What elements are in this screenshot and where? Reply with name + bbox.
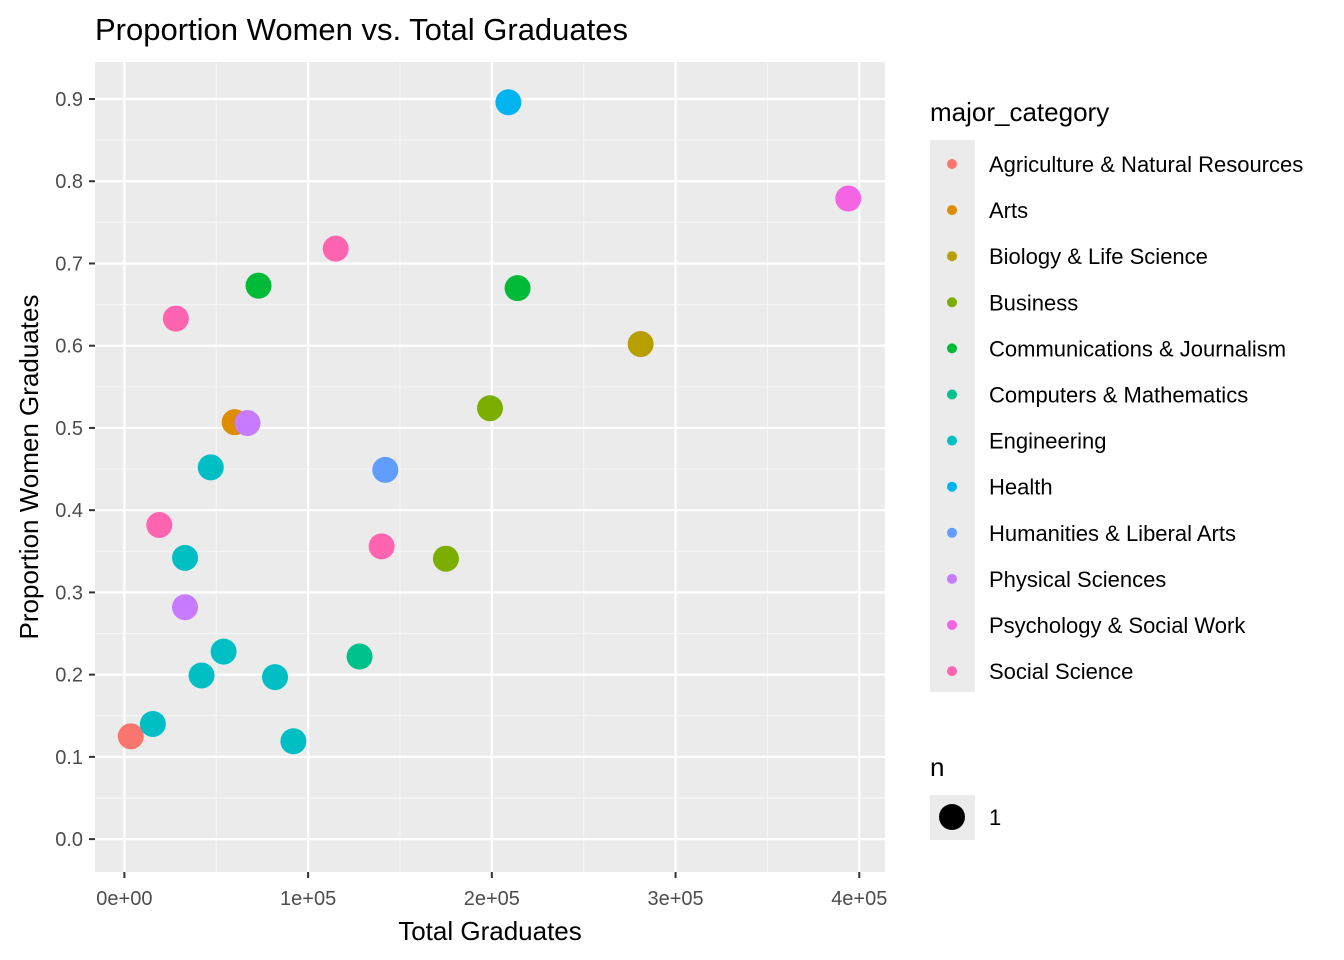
legend: major_category Agriculture & Natural Res… (930, 97, 1303, 840)
legend-size-title: n (930, 752, 944, 782)
points-layer (117, 89, 862, 755)
legend-key-marker (947, 251, 957, 262)
y-axis-title: Proportion Women Graduates (14, 295, 44, 640)
data-point (245, 272, 272, 299)
legend-entry-label: Social Science (989, 659, 1133, 684)
y-tick-label: 0.0 (55, 829, 83, 851)
data-point (146, 511, 173, 538)
y-tick-label: 0.8 (55, 171, 83, 193)
legend-size-label: 1 (989, 805, 1001, 830)
legend-key-marker (947, 343, 957, 354)
legend-entry-label: Agriculture & Natural Resources (989, 152, 1303, 177)
data-point (368, 533, 395, 560)
legend-color-title: major_category (930, 97, 1109, 127)
x-axis-title: Total Graduates (398, 916, 582, 946)
x-tick-label: 3e+05 (647, 888, 703, 910)
y-tick-label: 0.7 (55, 253, 83, 275)
data-point (234, 410, 261, 437)
plot-panel (95, 62, 885, 872)
grid-layer (95, 62, 885, 872)
data-point (162, 305, 189, 332)
legend-key-marker (947, 435, 957, 446)
legend-entry-label: Business (989, 290, 1078, 315)
data-point (627, 331, 654, 358)
x-tick-label: 0e+00 (96, 888, 152, 910)
legend-key-marker (947, 573, 957, 584)
legend-entry-label: Biology & Life Science (989, 244, 1208, 269)
data-point (372, 456, 399, 483)
legend-key-marker (947, 159, 957, 169)
axes-layer: 0e+00 1e+05 2e+05 3e+05 4e+05 0.0 0.1 0.2 0.3 0.4… (55, 89, 887, 910)
data-point (495, 89, 522, 116)
data-point (504, 275, 531, 302)
y-tick-label: 0.5 (55, 418, 83, 440)
x-tick-label: 2e+05 (464, 888, 520, 910)
y-tick-label: 0.9 (55, 89, 83, 111)
legend-key-marker (947, 389, 957, 400)
y-tick-label: 0.3 (55, 582, 83, 604)
chart-title: Proportion Women vs. Total Graduates (95, 12, 628, 47)
y-tick-label: 0.4 (55, 500, 83, 522)
data-point (477, 395, 503, 422)
legend-entry-label: Humanities & Liberal Arts (989, 521, 1236, 546)
legend-entry-label: Health (989, 475, 1053, 500)
legend-key-marker (947, 481, 957, 492)
legend-key-background (930, 140, 975, 692)
legend-key-marker (947, 620, 957, 630)
legend-entry-label: Physical Sciences (989, 567, 1166, 592)
legend-entry-label: Arts (989, 198, 1028, 223)
data-point (835, 185, 862, 212)
legend-entry-label: Psychology & Social Work (989, 613, 1246, 638)
x-tick-label: 4e+05 (831, 888, 887, 910)
legend-entry-label: Computers & Mathematics (989, 383, 1248, 408)
data-point (172, 544, 199, 571)
data-point (262, 664, 289, 691)
y-tick-label: 0.1 (55, 747, 83, 769)
legend-key-marker (947, 666, 957, 677)
data-point (172, 594, 199, 621)
data-point (322, 235, 349, 262)
legend-items: Agriculture & Natural Resources Arts Biolo… (947, 152, 1303, 684)
legend-entry-label: Engineering (989, 429, 1106, 454)
legend-entry-label: Communications & Journalism (989, 336, 1286, 361)
data-point (117, 723, 144, 750)
y-tick-label: 0.6 (55, 336, 83, 358)
data-point (432, 545, 459, 572)
y-tick-label: 0.2 (55, 665, 83, 687)
data-point (139, 710, 166, 737)
legend-key-marker (947, 297, 957, 308)
data-point (210, 638, 237, 665)
x-tick-label: 1e+05 (280, 888, 336, 910)
data-point (346, 643, 373, 670)
legend-key-marker (947, 205, 957, 216)
legend-size-marker (939, 804, 965, 830)
data-point (280, 728, 307, 755)
legend-key-marker (947, 527, 957, 538)
data-point (188, 662, 215, 689)
data-point (197, 454, 224, 481)
